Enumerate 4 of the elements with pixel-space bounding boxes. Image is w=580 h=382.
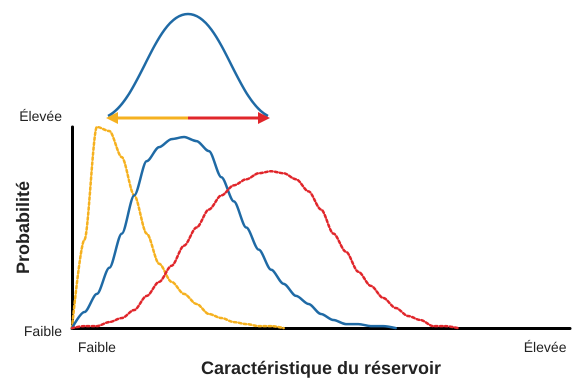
x-axis-title: Caractéristique du réservoir [200, 358, 442, 378]
y-axis-title: Probabilité [13, 181, 33, 274]
text: Élevée [19, 108, 62, 124]
text: Faible [24, 323, 62, 339]
